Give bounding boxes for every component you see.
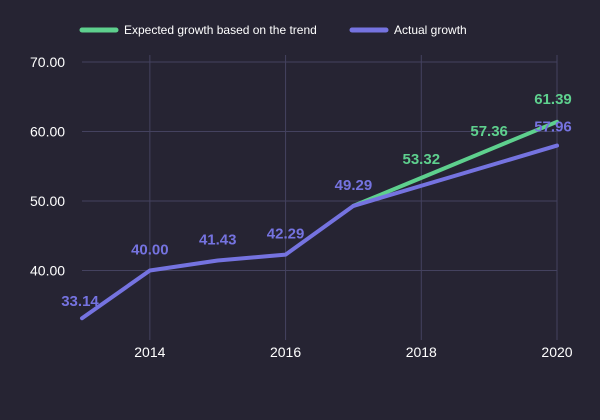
- legend: Expected growth based on the trend Actual…: [79, 23, 467, 37]
- data-label: 42.29: [267, 226, 305, 243]
- data-labels: 53.32 57.36 61.39 33.14 40.00 41.43 42.29 49.29…: [61, 91, 572, 310]
- y-tick-label: 50.00: [30, 193, 65, 209]
- data-label: 41.43: [199, 232, 237, 249]
- legend-label: Actual growth: [394, 23, 467, 37]
- data-label: 57.96: [534, 119, 572, 136]
- x-tick-label: 2020: [541, 344, 572, 360]
- data-label: 49.29: [335, 177, 373, 194]
- series-line-1: [80, 143, 559, 321]
- axes: 40.00 50.00 60.00 70.00 2014 2016 2018 2020: [30, 54, 573, 360]
- series-line-0: [351, 119, 559, 208]
- x-tick-label: 2014: [134, 344, 165, 360]
- data-label: 33.14: [61, 293, 99, 310]
- y-tick-label: 60.00: [30, 123, 65, 139]
- x-tick-label: 2016: [270, 344, 301, 360]
- legend-label: Expected growth based on the trend: [124, 23, 317, 37]
- series-lines: [80, 119, 559, 321]
- data-label: 40.00: [131, 241, 169, 258]
- data-label: 61.39: [534, 91, 572, 108]
- y-tick-label: 70.00: [30, 54, 65, 70]
- data-label: 53.32: [403, 151, 441, 168]
- y-tick-label: 40.00: [30, 262, 65, 278]
- grid: [82, 55, 558, 340]
- x-tick-label: 2018: [406, 344, 437, 360]
- data-label: 57.36: [470, 123, 508, 140]
